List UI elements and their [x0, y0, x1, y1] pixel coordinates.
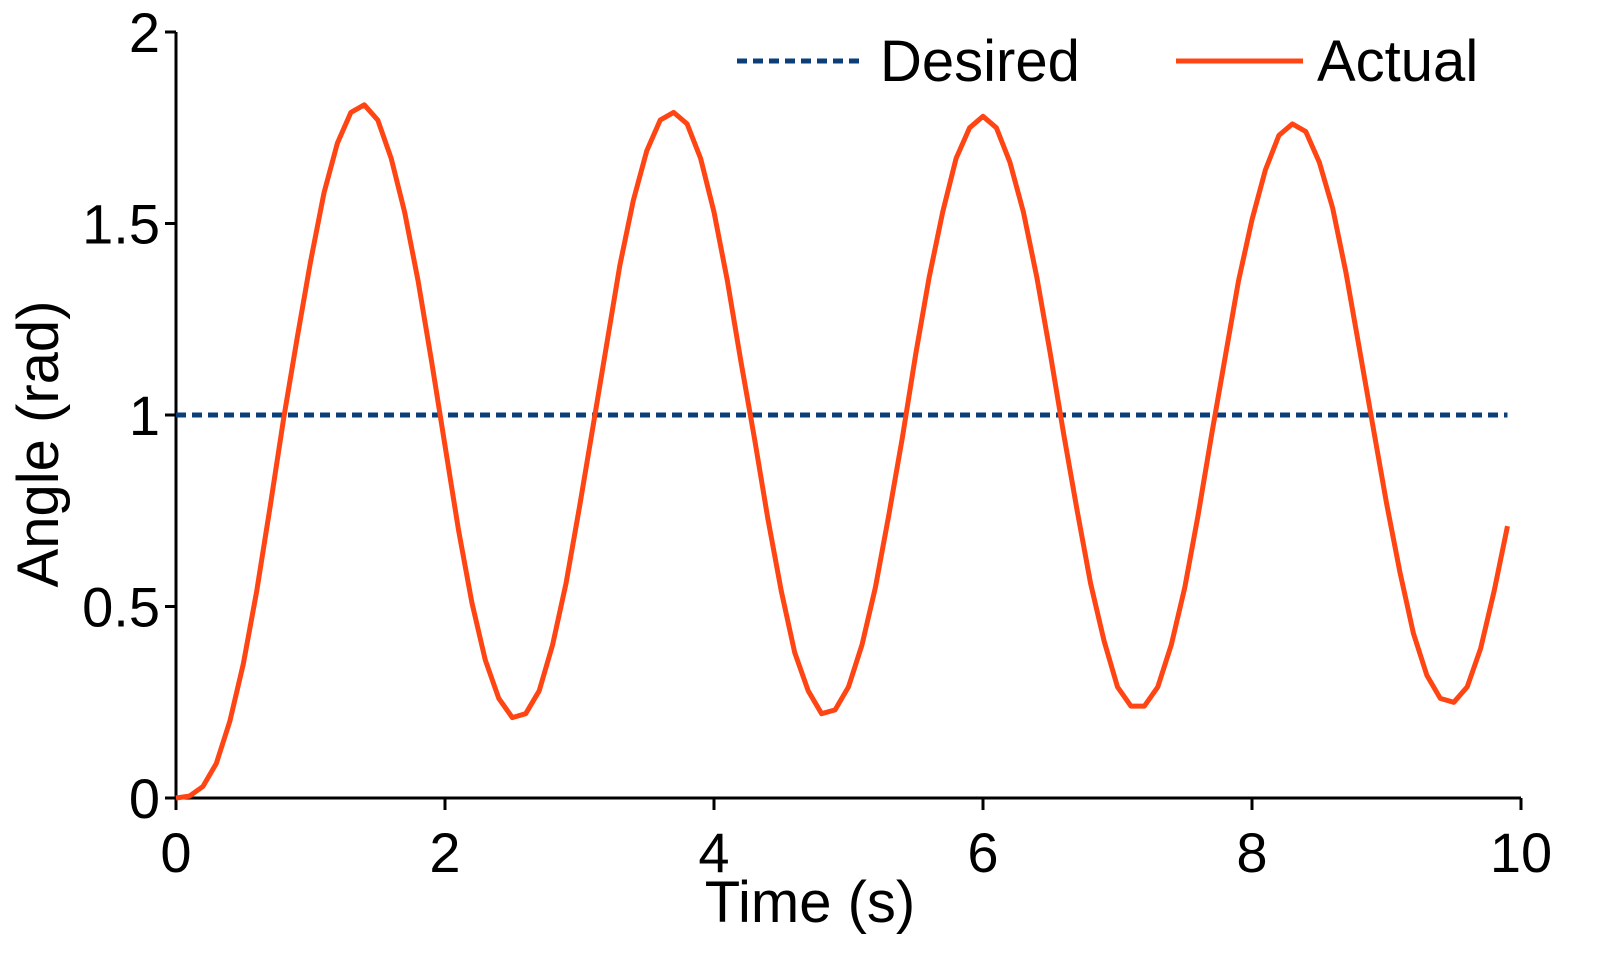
x-tick-label: 4 [698, 821, 729, 884]
y-tick-label: 1 [129, 384, 160, 447]
y-tick-group: 0 0.5 1 1.5 2 [82, 1, 176, 830]
legend: Desired Actual [737, 29, 1478, 94]
x-tick-label: 0 [160, 821, 191, 884]
legend-label-actual: Actual [1317, 29, 1478, 94]
y-tick-label: 0 [129, 767, 160, 830]
series-group [175, 102, 1510, 801]
y-tick-label: 0.5 [82, 576, 160, 639]
x-tick-label: 6 [967, 821, 998, 884]
y-tick-label: 2 [129, 1, 160, 64]
y-tick-label: 1.5 [82, 193, 160, 256]
x-axis-title: Time (s) [705, 870, 915, 935]
y-axis-title: Angle (rad) [6, 301, 71, 588]
x-tick-label: 10 [1490, 821, 1552, 884]
x-tick-label: 2 [429, 821, 460, 884]
x-tick-label: 8 [1236, 821, 1267, 884]
series-line-actual [175, 102, 1510, 801]
legend-label-desired: Desired [880, 29, 1080, 94]
x-tick-group: 0 2 4 6 8 10 [160, 798, 1552, 884]
